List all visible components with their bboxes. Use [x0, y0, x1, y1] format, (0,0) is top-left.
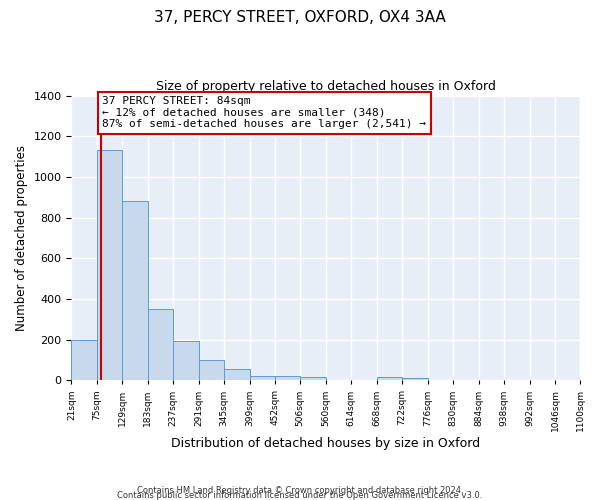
Text: 37, PERCY STREET, OXFORD, OX4 3AA: 37, PERCY STREET, OXFORD, OX4 3AA — [154, 10, 446, 25]
Bar — [300, 377, 326, 380]
Title: Size of property relative to detached houses in Oxford: Size of property relative to detached ho… — [156, 80, 496, 93]
Text: Contains HM Land Registry data © Crown copyright and database right 2024.: Contains HM Land Registry data © Crown c… — [137, 486, 463, 495]
Bar — [148, 309, 173, 380]
Bar — [224, 369, 250, 380]
Bar — [97, 150, 122, 380]
Bar — [250, 376, 275, 380]
Bar — [173, 340, 199, 380]
Bar — [122, 202, 148, 380]
Text: Contains public sector information licensed under the Open Government Licence v3: Contains public sector information licen… — [118, 490, 482, 500]
Text: 37 PERCY STREET: 84sqm
← 12% of detached houses are smaller (348)
87% of semi-de: 37 PERCY STREET: 84sqm ← 12% of detached… — [102, 96, 426, 130]
Bar — [275, 376, 300, 380]
Bar — [199, 360, 224, 380]
Bar — [377, 377, 402, 380]
Y-axis label: Number of detached properties: Number of detached properties — [15, 145, 28, 331]
X-axis label: Distribution of detached houses by size in Oxford: Distribution of detached houses by size … — [172, 437, 481, 450]
Bar — [71, 340, 97, 380]
Bar — [402, 378, 428, 380]
